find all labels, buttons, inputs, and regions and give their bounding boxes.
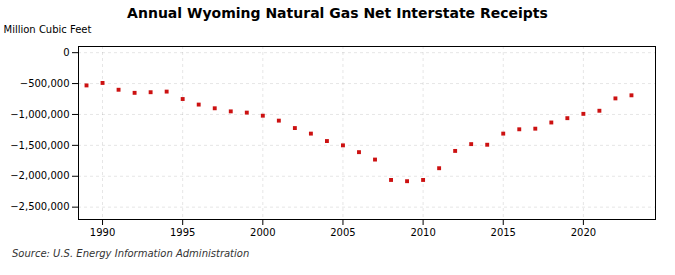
svg-text:−1,000,000: −1,000,000 [10,109,69,120]
svg-text:0: 0 [63,47,69,58]
svg-text:−2,000,000: −2,000,000 [10,170,69,181]
svg-text:−1,500,000: −1,500,000 [10,140,69,151]
html-text:Source: U.S. Energy Informatio: Source: U.S. Energy Information Administ… [12,248,250,259]
svg-text:2010: 2010 [410,227,435,238]
svg-text:−500,000: −500,000 [20,78,70,89]
svg-text:Million Cubic Feet: Million Cubic Feet [4,24,92,35]
svg-text:2000: 2000 [250,227,275,238]
svg-text:1995: 1995 [170,227,195,238]
svg-text:1990: 1990 [90,227,115,238]
html-text:Annual Wyoming Natural Gas Net: Annual Wyoming Natural Gas Net Interstat… [127,5,548,21]
svg-text:2005: 2005 [330,227,355,238]
svg-text:−2,500,000: −2,500,000 [10,201,69,212]
svg-text:2015: 2015 [491,227,516,238]
svg-text:2020: 2020 [571,227,596,238]
